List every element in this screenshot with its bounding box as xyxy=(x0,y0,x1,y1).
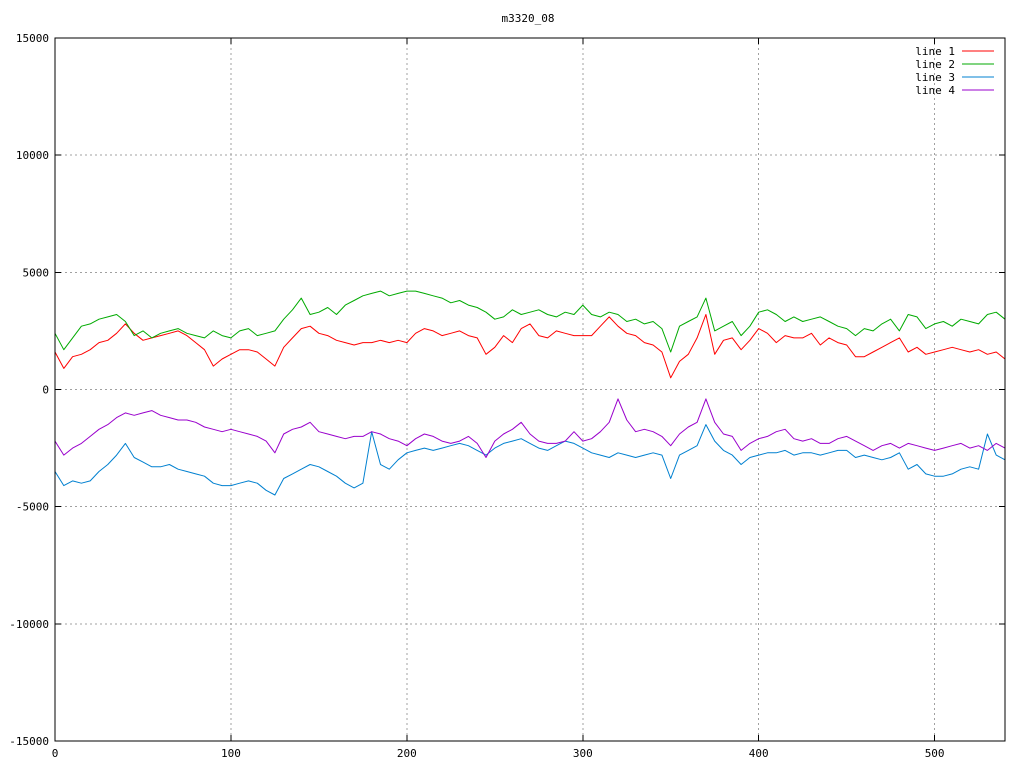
x-tick-label: 100 xyxy=(221,747,241,760)
series-layer xyxy=(54,290,1006,496)
y-tick-label: -10000 xyxy=(9,618,49,631)
chart-title: m3320_08 xyxy=(502,12,555,25)
y-tick-label: -5000 xyxy=(16,501,49,514)
y-tick-label: 15000 xyxy=(16,32,49,45)
legend-label-4: line 4 xyxy=(915,84,955,97)
x-tick-label: 300 xyxy=(573,747,593,760)
y-tick-label: 0 xyxy=(42,384,49,397)
series-line-1 xyxy=(54,314,1006,379)
tick-layer: 0 100 200 300 400 500 -15000 -10000 -5000 0 5000 10… xyxy=(9,32,1005,760)
grid-layer xyxy=(55,38,1005,741)
y-tick-label: 5000 xyxy=(23,266,50,279)
x-tick-label: 200 xyxy=(397,747,417,760)
y-tick-label: -15000 xyxy=(9,735,49,748)
legend-label-3: line 3 xyxy=(915,71,955,84)
y-tick-label: 10000 xyxy=(16,149,49,162)
x-tick-label: 0 xyxy=(52,747,59,760)
x-tick-label: 500 xyxy=(925,747,945,760)
series-line-3 xyxy=(54,424,1006,496)
legend-label-1: line 1 xyxy=(915,45,955,58)
x-tick-label: 400 xyxy=(749,747,769,760)
series-line-2 xyxy=(54,290,1006,353)
legend-label-2: line 2 xyxy=(915,58,955,71)
plot-frame xyxy=(54,37,1006,742)
series-line-4 xyxy=(54,398,1006,458)
